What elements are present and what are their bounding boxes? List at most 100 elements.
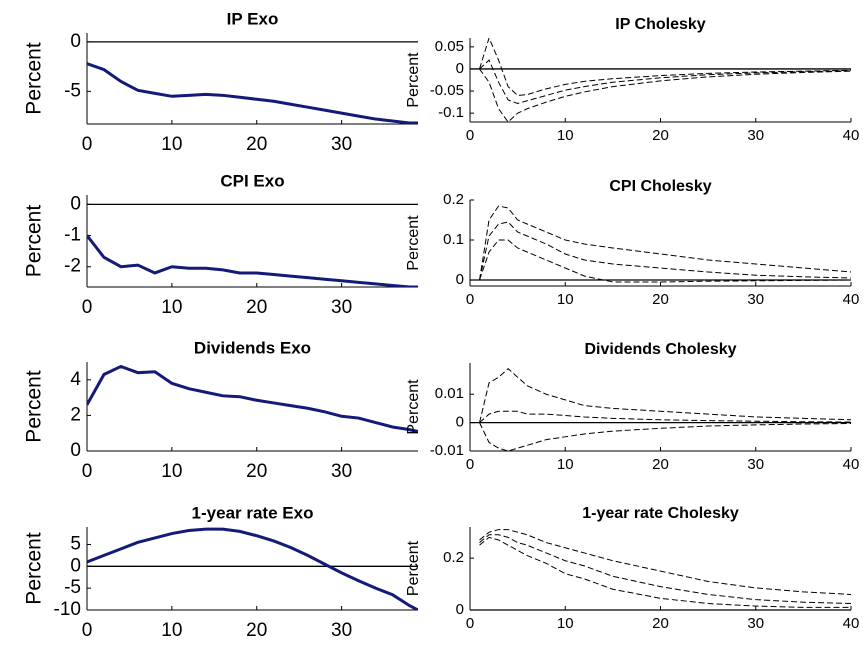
y-tick-label: 0: [70, 31, 81, 52]
x-tick-label: 30: [331, 461, 352, 482]
x-tick-label: 20: [652, 127, 669, 144]
series-line: [479, 529, 851, 595]
series-line: [479, 534, 851, 605]
panel: IP Cholesky Percent -0.1 -0.05 0 0.05 0 10 20 30 4…: [405, 16, 859, 144]
y-tick-label: 0: [70, 193, 81, 214]
x-tick-label: 30: [331, 297, 352, 318]
x-tick-label: 0: [82, 297, 93, 318]
x-tick-label: 20: [652, 291, 669, 308]
panel-title: CPI Exo: [220, 171, 284, 190]
series-line: [87, 62, 418, 124]
x-tick-label: 10: [161, 620, 182, 641]
y-tick-label: -2: [64, 256, 81, 277]
y-tick-label: 0.01: [435, 385, 464, 402]
x-tick-label: 0: [466, 615, 474, 632]
x-tick-label: 30: [747, 615, 764, 632]
x-tick-label: 20: [652, 456, 669, 473]
x-tick-label: 0: [82, 620, 93, 641]
x-tick-label: 20: [246, 620, 267, 641]
y-tick-label: 0.1: [443, 231, 464, 248]
y-axis-label: Percent: [405, 540, 422, 596]
series-line: [479, 422, 851, 451]
x-tick-label: 40: [843, 291, 860, 308]
panel: CPI Cholesky Percent 0 0.1 0.2 0 10 20 30 40: [405, 178, 859, 308]
series-line: [479, 239, 851, 283]
series-line: [479, 38, 851, 96]
y-axis-label: Percent: [23, 370, 46, 443]
x-tick-label: 20: [246, 461, 267, 482]
y-axis-label: Percent: [23, 42, 46, 115]
y-tick-label: 4: [70, 369, 81, 390]
x-tick-label: 10: [557, 615, 574, 632]
y-tick-label: -0.1: [438, 104, 464, 121]
y-tick-label: 0: [456, 271, 464, 288]
x-tick-label: 20: [246, 297, 267, 318]
y-tick-label: 0.05: [435, 38, 464, 55]
y-tick-label: -0.01: [430, 442, 464, 459]
x-tick-label: 30: [331, 134, 352, 155]
x-tick-label: 40: [843, 127, 860, 144]
panel-title: CPI Cholesky: [609, 178, 711, 195]
y-axis-label: Percent: [405, 52, 422, 108]
panel-title: IP Cholesky: [615, 16, 706, 33]
x-tick-label: 10: [557, 291, 574, 308]
x-tick-label: 0: [466, 456, 474, 473]
x-tick-label: 30: [747, 291, 764, 308]
series-line: [479, 368, 851, 423]
x-tick-label: 0: [466, 127, 474, 144]
panel: IP Exo Percent -5 0 0 10 20 30: [23, 9, 418, 155]
panel: Dividends Exo Percent 0 2 4 0 10 20 30: [23, 338, 418, 482]
y-tick-label: 0: [456, 601, 464, 618]
panel-title: 1-year rate Exo: [192, 503, 314, 522]
panel-title: Dividends Exo: [194, 338, 311, 357]
series-line: [87, 527, 418, 610]
series-line: [479, 536, 851, 608]
y-tick-label: 0: [456, 414, 464, 431]
y-axis-label: Percent: [405, 215, 422, 271]
y-tick-label: -5: [64, 577, 81, 598]
x-tick-label: 20: [652, 615, 669, 632]
panel-title: IP Exo: [227, 9, 279, 28]
x-tick-label: 0: [82, 134, 93, 155]
y-axis-label: Percent: [23, 532, 46, 605]
x-tick-label: 10: [557, 456, 574, 473]
y-tick-label: 0: [70, 555, 81, 576]
y-tick-label: 0.2: [443, 549, 464, 566]
y-tick-label: 0: [70, 440, 81, 461]
series-line: [87, 364, 418, 433]
y-tick-label: -0.05: [430, 82, 464, 99]
y-tick-label: -5: [64, 80, 81, 101]
x-tick-label: 10: [161, 461, 182, 482]
x-tick-label: 10: [557, 127, 574, 144]
y-tick-label: -1: [64, 225, 81, 246]
x-tick-label: 0: [82, 461, 93, 482]
y-axis-label: Percent: [23, 205, 46, 278]
series-line: [479, 205, 851, 281]
series-line: [479, 59, 851, 104]
x-tick-label: 10: [161, 297, 182, 318]
x-tick-label: 10: [161, 134, 182, 155]
x-tick-label: 30: [747, 456, 764, 473]
series-line: [479, 221, 851, 281]
panel-title: Dividends Cholesky: [584, 341, 736, 358]
x-tick-label: 20: [246, 134, 267, 155]
x-tick-label: 0: [466, 291, 474, 308]
panel: CPI Exo Percent -2 -1 0 0 10 20 30: [23, 171, 418, 318]
panel: 1-year rate Cholesky Percent 0 0.2 0 10 20 30 40: [405, 505, 859, 632]
series-line: [479, 410, 851, 423]
series-line: [87, 234, 418, 287]
y-tick-label: 0.2: [443, 191, 464, 208]
x-tick-label: 30: [747, 127, 764, 144]
y-tick-label: 2: [70, 404, 81, 425]
panel-title: 1-year rate Cholesky: [582, 505, 739, 522]
series-line: [479, 68, 851, 122]
y-axis-label: Percent: [405, 379, 422, 435]
y-tick-label: -10: [54, 599, 81, 620]
x-tick-label: 40: [843, 615, 860, 632]
y-tick-label: 5: [70, 533, 81, 554]
x-tick-label: 40: [843, 456, 860, 473]
x-tick-label: 30: [331, 620, 352, 641]
